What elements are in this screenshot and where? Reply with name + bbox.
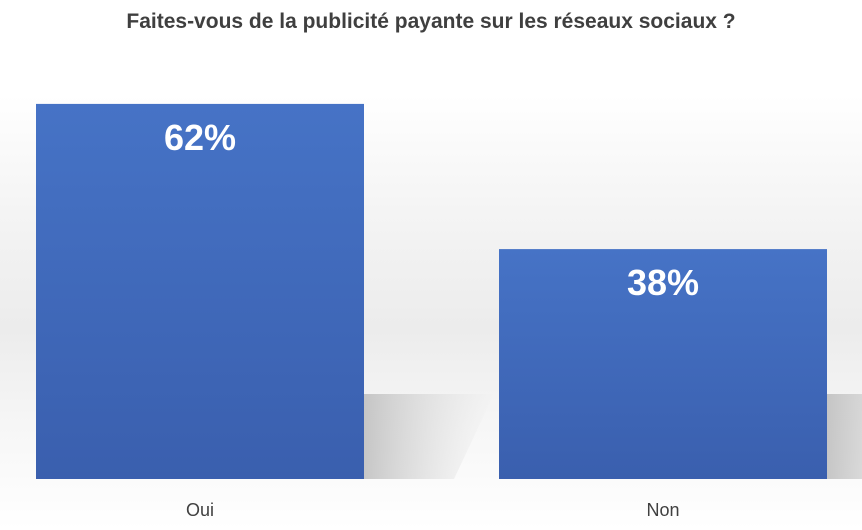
data-labels-group: 62% 38% [164,117,699,303]
data-label-oui: 62% [164,117,236,158]
bar-shadow-non [827,394,862,479]
bar-oui [36,103,364,480]
x-tick-label-oui: Oui [186,500,214,520]
bar-shadows [364,394,862,479]
bars-group [36,103,827,480]
data-label-non: 38% [627,262,699,303]
x-axis-labels: Oui Non [186,500,680,520]
bar-non [499,249,827,479]
chart-title: Faites-vous de la publicité payante sur … [126,10,736,33]
bar-shadow-oui [364,394,494,479]
x-tick-label-non: Non [646,500,679,520]
